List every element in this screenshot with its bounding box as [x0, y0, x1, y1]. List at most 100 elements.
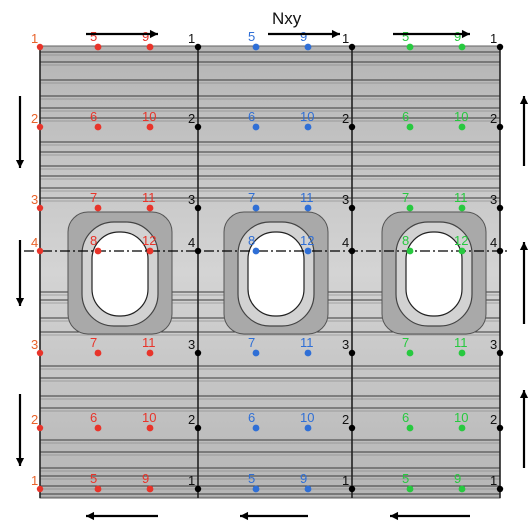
shear-arrows [15, 29, 529, 521]
node-label-left: 9 [142, 29, 149, 44]
node-right [406, 424, 414, 432]
edge-label-frame: 2 [188, 111, 195, 126]
edge-label-left: 2 [31, 412, 38, 427]
node-label-left: 12 [142, 233, 156, 248]
arrow-head [519, 390, 529, 399]
node-label-right: 5 [402, 29, 409, 44]
node-label-middle: 10 [300, 410, 314, 425]
edge-label-frame: 4 [342, 235, 349, 250]
arrow-head [15, 159, 25, 168]
node-right [458, 43, 466, 51]
edge-label-frame: 1 [490, 31, 497, 46]
node-label-left: 9 [142, 471, 149, 486]
node-label-left: 11 [142, 335, 156, 350]
cutout-right [381, 211, 487, 335]
edge-label-frame: 1 [342, 473, 349, 488]
cutout-hole [405, 231, 463, 317]
node-middle [304, 424, 312, 432]
node-label-middle: 9 [300, 29, 307, 44]
node-left [94, 349, 102, 357]
edge-label-left: 1 [31, 473, 38, 488]
frame-node [348, 204, 356, 212]
frame-node [496, 349, 504, 357]
node-label-left: 10 [142, 410, 156, 425]
node-label-middle: 7 [248, 190, 255, 205]
node-left [146, 123, 154, 131]
node-label-middle: 6 [248, 109, 255, 124]
frame-node [194, 349, 202, 357]
edge-label-left: 4 [31, 235, 38, 250]
arrow-top-right [86, 29, 158, 39]
frame-node [348, 43, 356, 51]
node-label-right: 10 [454, 109, 468, 124]
edge-node [36, 123, 44, 131]
node-label-right: 11 [454, 335, 468, 350]
node-label-right: 8 [402, 233, 409, 248]
edge-label-frame: 1 [490, 473, 497, 488]
arrow-head [240, 511, 249, 521]
edge-label-frame: 2 [342, 111, 349, 126]
node-right [458, 204, 466, 212]
node-middle [304, 247, 312, 255]
node-label-middle: 11 [300, 190, 314, 205]
node-left [94, 204, 102, 212]
edge-label-frame: 3 [342, 192, 349, 207]
frame-node [194, 123, 202, 131]
frame-node [496, 123, 504, 131]
arrow-head [15, 457, 25, 466]
labels-layer: 1 1 1 15 9 5 9 5 92 2 2 26 10 6 10 6 103 3 3 37 11 7 11 7 114 4 4 4… [31, 29, 497, 488]
frame-node [496, 485, 504, 493]
node-label-right: 7 [402, 335, 409, 350]
diagram-title: Nxy [272, 9, 302, 28]
arrow-left-down [15, 240, 25, 306]
node-middle [304, 485, 312, 493]
arrow-head [390, 511, 399, 521]
arrow-head [461, 29, 470, 39]
node-label-middle: 9 [300, 471, 307, 486]
arrow-bottom-left [390, 511, 470, 521]
edge-label-frame: 1 [188, 473, 195, 488]
arrow-head [86, 511, 95, 521]
arrow-right-up [519, 96, 529, 166]
node-label-right: 6 [402, 410, 409, 425]
edge-node [36, 349, 44, 357]
edge-node [36, 43, 44, 51]
frame-node [348, 349, 356, 357]
cutout-middle [223, 211, 329, 335]
node-left [94, 43, 102, 51]
node-right [406, 485, 414, 493]
node-label-middle: 11 [300, 335, 314, 350]
edge-label-left: 3 [31, 192, 38, 207]
node-label-middle: 10 [300, 109, 314, 124]
edge-label-frame: 4 [490, 235, 497, 250]
node-middle [304, 349, 312, 357]
arrow-bottom-left [240, 511, 308, 521]
frame-node [194, 485, 202, 493]
arrow-right-up [519, 242, 529, 324]
arrow-head [331, 29, 340, 39]
frame-node [496, 424, 504, 432]
arrow-head [15, 297, 25, 306]
frame-node [194, 204, 202, 212]
node-label-middle: 5 [248, 471, 255, 486]
edge-node [36, 204, 44, 212]
arrow-left-down [15, 96, 25, 168]
node-label-right: 7 [402, 190, 409, 205]
node-label-left: 10 [142, 109, 156, 124]
arrow-left-down [15, 394, 25, 466]
node-left [146, 485, 154, 493]
node-label-right: 9 [454, 29, 461, 44]
edge-node [36, 485, 44, 493]
node-label-right: 9 [454, 471, 461, 486]
edge-label-frame: 1 [342, 31, 349, 46]
node-middle [252, 123, 260, 131]
frame-node [348, 247, 356, 255]
edge-label-frame: 3 [342, 337, 349, 352]
edge-label-frame: 3 [188, 192, 195, 207]
node-left [94, 123, 102, 131]
frame-node [348, 485, 356, 493]
node-middle [252, 424, 260, 432]
node-label-left: 7 [90, 335, 97, 350]
node-middle [252, 485, 260, 493]
